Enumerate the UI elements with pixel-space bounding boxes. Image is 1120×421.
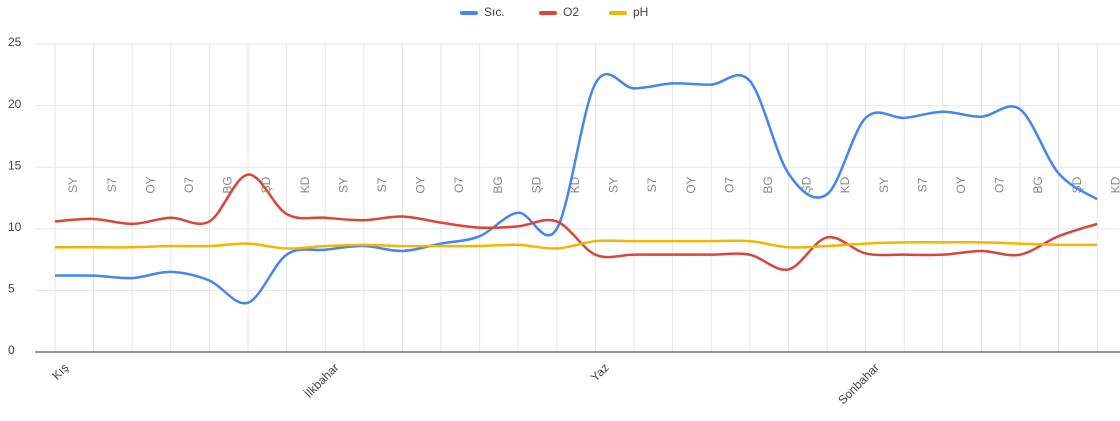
series-line [54, 73, 1098, 305]
annotation: ŞD [259, 176, 273, 193]
y-tick-label: 25 [8, 35, 22, 49]
annotation: S7 [645, 177, 659, 192]
annotation: O7 [722, 177, 736, 193]
x-tick-label: Yaz [588, 360, 612, 384]
annotation: SY [877, 177, 891, 193]
annotation: SY [66, 177, 80, 193]
series-line [54, 239, 1098, 250]
y-tick-label: 0 [8, 343, 15, 357]
annotation: BG [221, 176, 235, 193]
annotation: S7 [375, 177, 389, 192]
annotation: OY [684, 176, 698, 193]
annotation: OY [143, 176, 157, 193]
y-tick-label: 20 [8, 97, 22, 111]
series-line [54, 173, 1098, 271]
legend-label: O2 [563, 5, 579, 19]
y-tick-label: 5 [8, 282, 15, 296]
y-tick-label: 15 [8, 158, 22, 172]
y-tick-label: 10 [8, 220, 22, 234]
annotation: BG [761, 176, 775, 193]
x-tick-label: İlkbahar [301, 360, 341, 400]
annotation: ŞD [800, 176, 814, 193]
annotation: OY [954, 176, 968, 193]
x-tick-label: Sonbahar [835, 360, 882, 407]
annotation: SY [336, 177, 350, 193]
annotation: S7 [915, 177, 929, 192]
annotation: KD [1108, 176, 1120, 193]
annotation: O7 [452, 177, 466, 193]
annotation: SY [607, 177, 621, 193]
annotation: S7 [105, 177, 119, 192]
legend-label: pH [633, 5, 648, 19]
annotation: ŞD [529, 176, 543, 193]
annotation: BG [1031, 176, 1045, 193]
annotation: O7 [182, 177, 196, 193]
annotation: OY [414, 176, 428, 193]
x-tick-label: Kış [49, 360, 71, 382]
annotation: KD [838, 176, 852, 193]
legend-label: Sıc. [484, 5, 505, 19]
annotation: KD [298, 176, 312, 193]
annotation: BG [491, 176, 505, 193]
annotation: O7 [993, 177, 1007, 193]
